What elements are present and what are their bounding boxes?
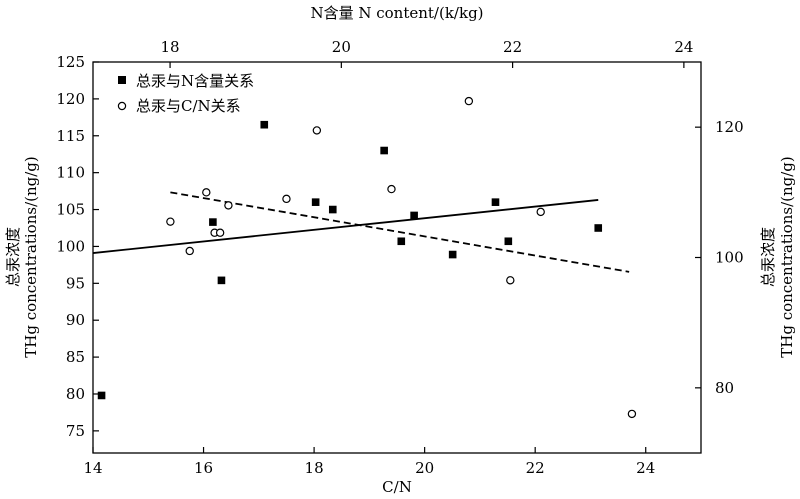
data-point-square (448, 250, 457, 259)
legend: 总汞与N含量关系 总汞与C/N关系 (117, 72, 254, 115)
data-point-square (594, 224, 603, 232)
y-left-tick-label: 115 (56, 127, 85, 145)
x-top-tick-label: 18 (161, 38, 180, 56)
data-point-square (97, 391, 106, 400)
y-right-tick-label: 80 (715, 379, 734, 397)
y-left-tick-label: 100 (56, 237, 85, 255)
data-point-circle (215, 228, 225, 237)
data-point-circle (185, 246, 194, 256)
data-point-square (217, 276, 226, 285)
y-left-tick-label: 95 (66, 274, 85, 292)
data-point-circle (627, 409, 637, 419)
data-point-circle (387, 184, 396, 194)
data-point-square (328, 205, 337, 214)
y-left-tick-label: 105 (56, 201, 85, 219)
y-right-axis-title-en: THg concentrations/(ng/g) (778, 156, 796, 358)
y-left-tick-label: 110 (56, 164, 85, 182)
data-point-circle (312, 126, 322, 135)
y-right-tick-label: 120 (715, 118, 744, 136)
x-bottom-axis-title: C/N (382, 478, 412, 496)
data-point-circle (202, 188, 211, 197)
data-point-square (260, 120, 269, 129)
data-point-square (504, 237, 513, 246)
data-point-circle (464, 96, 474, 106)
x-top-tick-label: 24 (674, 38, 693, 56)
data-point-circle (166, 217, 175, 226)
plot-frame (92, 61, 702, 454)
data-point-square (491, 198, 500, 206)
legend-marker-circle (117, 101, 127, 111)
trend-line-n-content (92, 199, 599, 254)
legend-label-n-content: 总汞与N含量关系 (136, 72, 254, 90)
data-point-circle (536, 207, 545, 217)
y-left-tick-label: 125 (56, 53, 85, 71)
x-bottom-tick-label: 16 (194, 459, 213, 477)
y-left-axis-title-en: THg concentrations/(ng/g) (22, 156, 40, 358)
data-points (97, 96, 637, 419)
trend-lines (92, 191, 630, 273)
x-bottom-tick-label: 18 (305, 459, 324, 477)
data-point-circle (506, 276, 515, 285)
data-point-square (380, 146, 388, 155)
axes: 14 16 18 20 22 24 18 20 22 24 75 80 85 90 95 100 105 110 1… (56, 38, 743, 477)
data-point-circle (282, 194, 291, 204)
y-left-tick-label: 85 (66, 348, 85, 366)
y-left-tick-label: 120 (56, 90, 85, 108)
y-left-axis-title-cn: 总汞浓度 (4, 227, 22, 287)
trend-line-cn-ratio (170, 191, 630, 273)
y-left-tick-label: 80 (66, 385, 85, 403)
data-point-square (311, 198, 320, 206)
y-left-tick-label: 75 (66, 422, 85, 440)
legend-label-cn-ratio: 总汞与C/N关系 (136, 97, 241, 115)
data-point-circle (224, 201, 233, 210)
data-point-square (397, 237, 406, 246)
y-right-axis-title-cn: 总汞浓度 (759, 227, 777, 287)
x-bottom-tick-label: 22 (526, 459, 545, 477)
data-point-square (410, 211, 418, 220)
legend-marker-square (118, 76, 126, 84)
x-top-tick-label: 20 (332, 38, 351, 56)
data-point-square (209, 218, 217, 226)
x-top-tick-label: 22 (503, 38, 522, 56)
x-top-axis-title: N含量 N content/(k/kg) (310, 4, 483, 22)
x-bottom-tick-label: 14 (83, 459, 102, 477)
x-bottom-tick-label: 24 (636, 459, 655, 477)
y-left-tick-label: 90 (66, 311, 85, 329)
y-right-tick-label: 100 (715, 249, 744, 267)
x-bottom-tick-label: 20 (415, 459, 434, 477)
